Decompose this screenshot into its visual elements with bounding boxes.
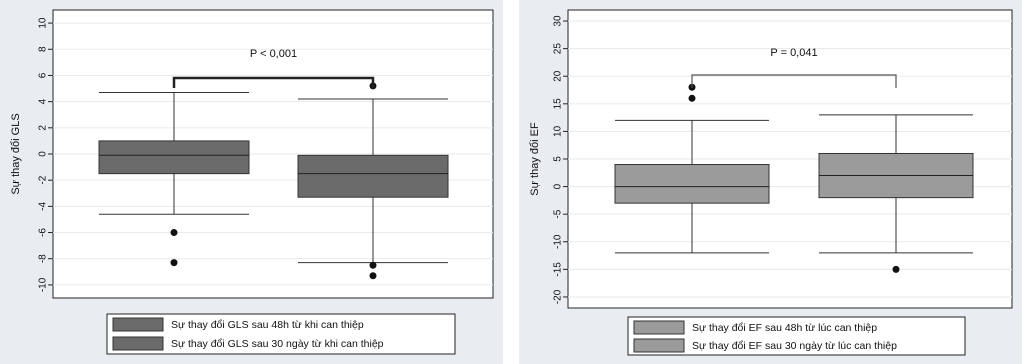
legend-label: Sự thay đổi GLS sau 48h từ khi can thiệp [171,319,364,331]
y-tick-label: -15 [553,262,564,277]
outlier-point [170,259,178,267]
p-value-label: P = 0,041 [770,47,817,59]
y-axis-title: Sự thay đổi GLS [10,113,22,194]
gls-chart-panel: -10 -8 -6 -4 -2 0 2 4 6 8 10 Sự thay đổi GLS P < 0,0… [0,0,503,364]
y-tick-label: -10 [553,234,564,249]
legend-swatch [112,317,164,332]
gls-boxplot: -10 -8 -6 -4 -2 0 2 4 6 8 10 Sự thay đổi GLS P < 0,0… [10,9,494,355]
y-tick-label: 2 [38,125,49,131]
outlier-point [170,229,178,237]
outlier-point [369,272,377,280]
legend-swatch [633,320,685,335]
y-tick-label: -8 [38,254,49,263]
box-iqr [98,140,250,175]
y-tick-label: 0 [38,151,49,157]
outlier-point [892,265,900,273]
y-tick-label: 6 [38,72,49,78]
ef-chart-panel: -20 -15 -10 -5 0 5 10 15 20 25 30 Sự thay đổi EF P =… [519,0,1022,364]
y-tick-label: -2 [38,175,49,184]
y-tick-label: 25 [553,43,564,55]
y-tick-label: -4 [38,201,49,210]
y-tick-label: 15 [553,98,564,110]
y-tick-label: 8 [38,46,49,52]
significance-bracket [691,74,897,88]
legend-label: Sự thay đổi EF sau 30 ngày từ lúc can th… [692,340,897,352]
y-tick-label: 30 [553,15,564,27]
y-axis-title: Sự thay đổi EF [529,122,541,196]
y-tick-label: 10 [38,17,49,29]
p-value-label: P < 0,001 [250,48,297,60]
y-tick-label: -20 [553,289,564,304]
legend-label: Sự thay đổi EF sau 48h từ lúc can thiệp [692,322,877,334]
y-tick-label: 10 [553,125,564,137]
box-iqr [297,154,449,198]
legend-swatch [112,336,164,351]
ef-boxplot: -20 -15 -10 -5 0 5 10 15 20 25 30 Sự thay đổi EF P =… [529,9,1013,356]
outlier-point [688,94,696,102]
significance-bracket [172,76,375,88]
outlier-point [369,261,377,269]
y-tick-label: 4 [38,98,49,104]
y-tick-label: -5 [553,209,564,218]
y-tick-label: 20 [553,70,564,82]
legend-label: Sự thay đổi GLS sau 30 ngày từ khi can t… [171,338,384,350]
legend-box [106,313,456,355]
y-tick-label: -10 [38,277,49,292]
y-tick-label: -6 [38,228,49,237]
legend-swatch [633,338,685,353]
y-tick-label: 0 [553,183,564,189]
y-tick-label: 5 [553,156,564,162]
box-iqr [614,164,770,204]
